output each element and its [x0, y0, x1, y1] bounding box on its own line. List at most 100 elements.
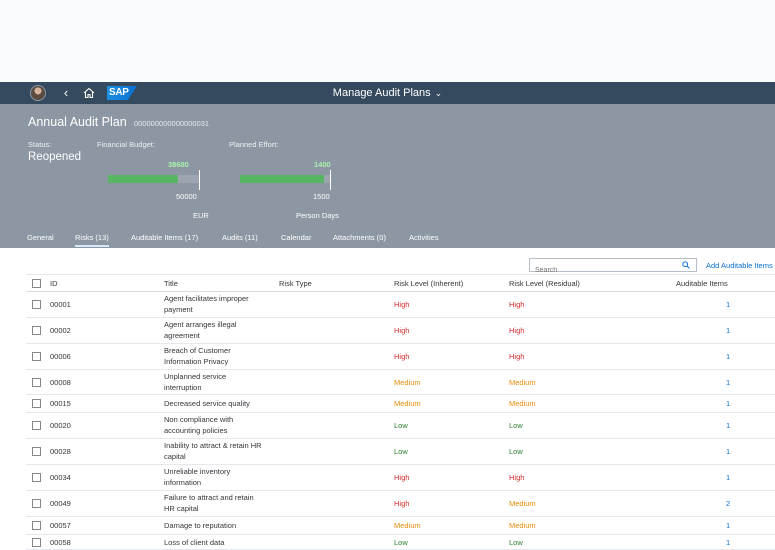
cell-risk-inherent: Medium	[394, 378, 421, 387]
cell-id: 00058	[50, 538, 71, 547]
tab-general[interactable]: General	[27, 233, 54, 242]
page-title: Annual Audit Plan	[28, 115, 127, 129]
home-icon[interactable]	[83, 86, 95, 100]
table-row[interactable]: 00049 Failure to attract and retain HR c…	[26, 491, 775, 517]
select-all-checkbox[interactable]	[32, 279, 41, 288]
cell-id: 00049	[50, 499, 71, 508]
table-header: ID Title Risk Type Risk Level (Inherent)…	[26, 274, 775, 292]
effort-actual: 1400	[314, 160, 331, 169]
table-row[interactable]: 00020 Non compliance with accounting pol…	[26, 413, 775, 439]
app-title[interactable]: Manage Audit Plans ⌄	[333, 87, 442, 99]
search-field	[529, 258, 697, 277]
object-id: 000000000000000031	[134, 119, 210, 128]
cell-title: Decreased service quality	[164, 399, 250, 408]
back-icon[interactable]: ‹	[63, 85, 69, 100]
column-header-id: ID	[50, 279, 58, 288]
cell-risk-inherent: Low	[394, 421, 408, 430]
budget-label: Financial Budget:	[97, 140, 155, 149]
add-auditable-items-button[interactable]: Add Auditable Items	[706, 261, 773, 270]
tab-risks[interactable]: Risks (13)	[75, 233, 109, 247]
chevron-down-icon: ⌄	[434, 88, 443, 98]
effort-bar-fill	[240, 175, 324, 183]
tab-attachments[interactable]: Attachments (0)	[333, 233, 386, 242]
cell-auditable-items-link[interactable]: 1	[726, 538, 731, 547]
status-value: Reopened	[28, 151, 82, 163]
shell-bar: ‹ SAP Manage Audit Plans ⌄	[0, 82, 775, 104]
cell-title: Failure to attract and retain HR capital	[164, 493, 254, 513]
row-checkbox[interactable]	[32, 300, 41, 309]
row-checkbox[interactable]	[32, 378, 41, 387]
cell-id: 00008	[50, 378, 71, 387]
status-label: Status:	[28, 140, 52, 149]
cell-title: Loss of client data	[164, 538, 225, 547]
tab-auditable-items[interactable]: Auditable Items (17)	[131, 233, 199, 242]
row-checkbox[interactable]	[32, 521, 41, 530]
top-whitespace	[0, 0, 775, 82]
cell-risk-inherent: High	[394, 300, 410, 309]
search-input[interactable]	[530, 264, 670, 277]
search-icon[interactable]	[682, 261, 690, 269]
cell-auditable-items-link[interactable]: 1	[726, 447, 731, 456]
tab-calendar[interactable]: Calendar	[281, 233, 312, 242]
budget-actual: 38680	[168, 160, 189, 169]
cell-auditable-items-link[interactable]: 1	[726, 473, 731, 482]
tab-activities[interactable]: Activities	[409, 233, 439, 242]
row-checkbox[interactable]	[32, 538, 41, 547]
cell-id: 00020	[50, 421, 71, 430]
row-checkbox[interactable]	[32, 352, 41, 361]
cell-id: 00034	[50, 473, 71, 482]
cell-id: 00015	[50, 399, 71, 408]
cell-risk-inherent: Low	[394, 447, 408, 456]
cell-auditable-items-link[interactable]: 1	[726, 326, 731, 335]
budget-target-marker	[199, 170, 200, 190]
column-header-residual: Risk Level (Residual)	[509, 279, 580, 288]
cell-id: 00002	[50, 326, 71, 335]
cell-risk-inherent: High	[394, 473, 410, 482]
cell-auditable-items-link[interactable]: 1	[726, 399, 731, 408]
cell-auditable-items-link[interactable]: 1	[726, 378, 731, 387]
cell-id: 00057	[50, 521, 71, 530]
cell-title: Breach of Customer Information Privacy	[164, 346, 231, 366]
cell-title: Unreliable inventory information	[164, 467, 231, 487]
effort-target: 1500	[313, 192, 330, 201]
cell-risk-inherent: Medium	[394, 399, 421, 408]
tab-bar: General Risks (13) Auditable Items (17) …	[0, 230, 775, 248]
table-row[interactable]: 00034 Unreliable inventory information H…	[26, 465, 775, 491]
row-checkbox[interactable]	[32, 499, 41, 508]
cell-risk-inherent: High	[394, 326, 410, 335]
cell-risk-residual: Low	[509, 421, 523, 430]
table-row[interactable]: 00006 Breach of Customer Information Pri…	[26, 344, 775, 370]
cell-id: 00006	[50, 352, 71, 361]
column-header-inherent: Risk Level (Inherent)	[394, 279, 464, 288]
tab-audits[interactable]: Audits (11)	[222, 233, 258, 242]
cell-risk-inherent: Low	[394, 538, 408, 547]
user-avatar[interactable]	[30, 85, 46, 101]
table-row[interactable]: 00008 Unplanned service interruption Med…	[26, 370, 775, 395]
cell-title: Agent arranges illegal agreement	[164, 320, 237, 340]
cell-auditable-items-link[interactable]: 2	[726, 499, 731, 508]
row-checkbox[interactable]	[32, 399, 41, 408]
table-row[interactable]: 00028 Inability to attract & retain HR c…	[26, 439, 775, 465]
table-row[interactable]: 00002 Agent arranges illegal agreement H…	[26, 318, 775, 344]
budget-target: 50000	[176, 192, 197, 201]
cell-auditable-items-link[interactable]: 1	[726, 352, 731, 361]
cell-risk-residual: Medium	[509, 378, 536, 387]
cell-auditable-items-link[interactable]: 1	[726, 521, 731, 530]
table-row[interactable]: 00015 Decreased service quality Medium M…	[26, 395, 775, 413]
row-checkbox[interactable]	[32, 326, 41, 335]
sap-logo[interactable]: SAP	[107, 86, 137, 100]
cell-id: 00001	[50, 300, 71, 309]
table-row[interactable]: 00058 Loss of client data Low Low 1	[26, 535, 775, 550]
app-title-menu: Manage Audit Plans ⌄	[0, 86, 775, 100]
budget-unit: EUR	[193, 211, 209, 220]
cell-auditable-items-link[interactable]: 1	[726, 421, 731, 430]
cell-auditable-items-link[interactable]: 1	[726, 300, 731, 309]
table-row[interactable]: 00001 Agent facilitates improper payment…	[26, 292, 775, 318]
row-checkbox[interactable]	[32, 447, 41, 456]
table-row[interactable]: 00057 Damage to reputation Medium Medium…	[26, 517, 775, 535]
cell-risk-residual: Medium	[509, 499, 536, 508]
row-checkbox[interactable]	[32, 421, 41, 430]
row-checkbox[interactable]	[32, 473, 41, 482]
effort-label: Planned Effort:	[229, 140, 279, 149]
cell-risk-residual: Medium	[509, 521, 536, 530]
